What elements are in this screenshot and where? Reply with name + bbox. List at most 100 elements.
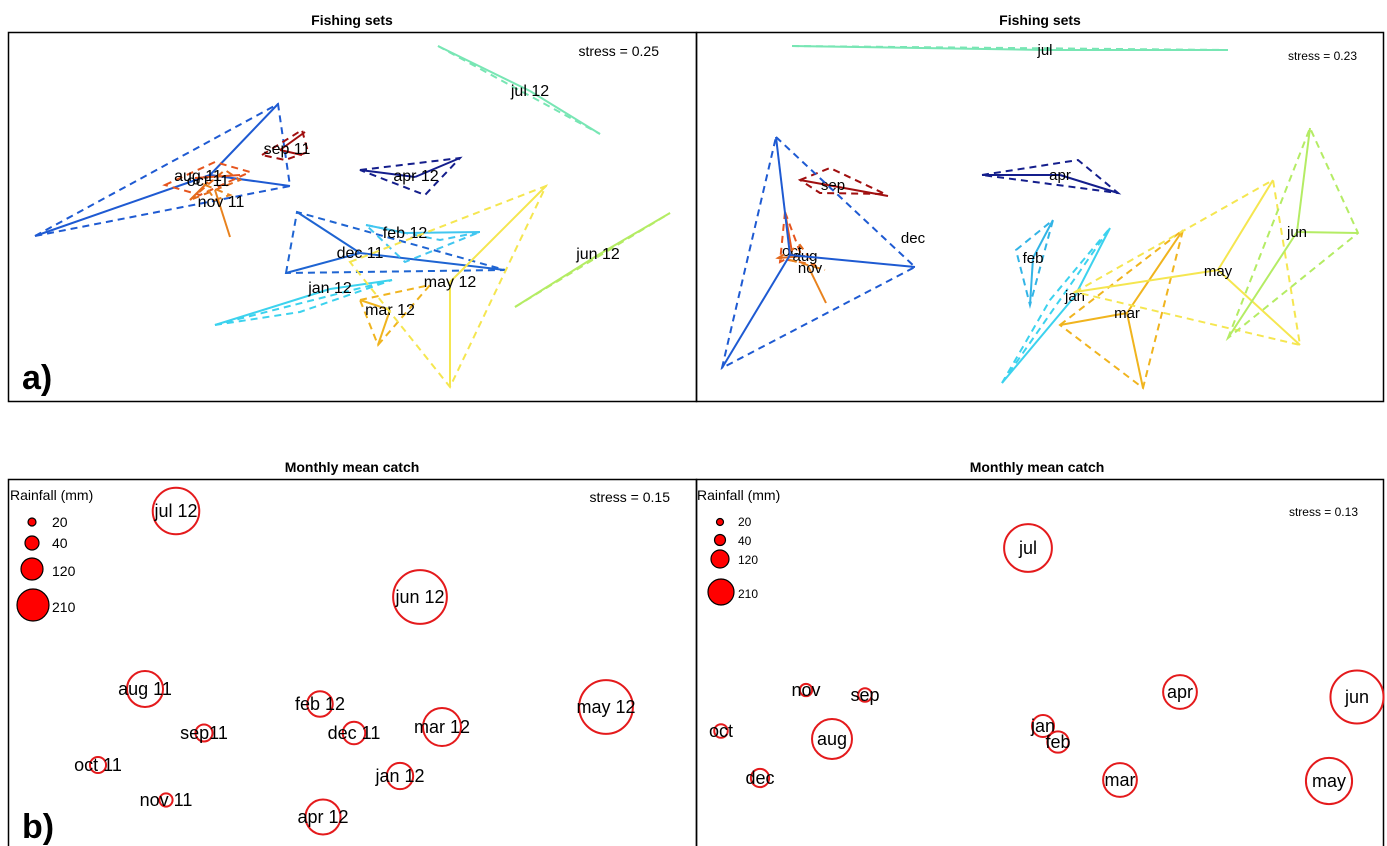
group-label-nov: nov (798, 260, 823, 277)
bubble-circle-feb (1046, 730, 1070, 754)
bubble-may-12: may 12 (576, 679, 636, 735)
bubble-circle-jul-12 (151, 486, 201, 536)
spoke-jul-12-0 (437, 45, 531, 92)
spoke-apr-1 (1059, 174, 1119, 194)
panel-b-left-stress: stress = 0.15 (589, 489, 670, 505)
group-apr-12: apr 12 (359, 156, 463, 197)
bubble-label-sep: sep (850, 685, 879, 705)
panel-a-left-stress: stress = 0.25 (578, 43, 659, 59)
hull-apr (981, 158, 1122, 195)
bubble-label-apr-12: apr 12 (297, 807, 348, 827)
panel-b-right-title: Monthly mean catch (970, 459, 1105, 475)
bubble-apr-12: apr 12 (297, 798, 349, 836)
group-jul-12: jul 12 (437, 45, 601, 135)
panel-a-left-frame (7, 31, 698, 403)
group-label-feb-12: feb 12 (383, 225, 428, 242)
bubble-oct: oct (709, 721, 733, 741)
panel-b-right-frame (695, 478, 1385, 846)
spoke-dec-2 (721, 254, 791, 369)
bubble-circle-oct-11 (88, 755, 108, 775)
spoke-dec-11-1 (296, 211, 361, 254)
group-jul: jul (791, 42, 1229, 59)
hull-mar-12 (358, 283, 433, 347)
group-label-dec: dec (901, 230, 926, 247)
rainfall-legend-left: Rainfall (mm) 20 40 120 210 (10, 487, 93, 622)
bubble-label-may: may (1312, 771, 1346, 791)
hull-jan (1001, 227, 1111, 384)
spoke-jun-12-0 (514, 254, 599, 308)
bubble-aug-11: aug 11 (118, 669, 172, 709)
group-jan: jan (1001, 227, 1111, 384)
group-label-sep-11: sep 11 (264, 141, 311, 158)
group-mar-12: mar 12 (358, 283, 433, 347)
hull-jun (1225, 125, 1360, 342)
bubble-circle-oct (713, 723, 729, 739)
hull-feb-12 (362, 223, 481, 264)
bubble-nov: nov (791, 680, 820, 700)
bubble-circle-dec-11 (341, 720, 367, 746)
panel-b-left-title: Monthly mean catch (285, 459, 420, 475)
hull-may (1072, 178, 1302, 347)
bubble-jun: jun (1329, 669, 1385, 725)
bubble-circle-apr-12 (304, 798, 342, 836)
bubble-circle-jul (1003, 523, 1053, 573)
spoke-feb-12-0 (404, 231, 481, 234)
bubble-circle-may-12 (578, 679, 634, 735)
spoke-mar-2 (1126, 312, 1144, 389)
panel-a-right-title: Fishing sets (999, 12, 1081, 28)
bubble-circle-may (1304, 756, 1354, 806)
group-label-may-12: may 12 (424, 274, 477, 291)
spoke-jan-0 (1001, 295, 1076, 384)
legend-swatch-40 (24, 535, 40, 551)
bubble-aug: aug (811, 718, 853, 760)
group-label-mar: mar (1114, 305, 1140, 322)
legend-label-40: 40 (738, 534, 752, 548)
bubble-label-mar: mar (1105, 770, 1136, 790)
bubble-label-apr: apr (1167, 682, 1193, 702)
panel-a-right-frame (695, 31, 1385, 403)
spoke-jun-2 (1296, 231, 1359, 234)
bubble-circle-mar-12 (422, 707, 462, 747)
group-label-jun-12: jun 12 (575, 246, 620, 263)
panel-tag-a: a) (22, 359, 52, 397)
bubble-label-mar-12: mar 12 (414, 717, 470, 737)
group-label-feb: feb (1023, 250, 1044, 267)
group-label-dec-11: dec 11 (337, 245, 384, 262)
group-label-jun: jun (1286, 224, 1307, 241)
group-dec-11: dec 11 (284, 210, 506, 275)
group-label-aug-11: aug 11 (174, 168, 222, 185)
group-label-sep: sep (821, 177, 845, 194)
hull-mar (1058, 227, 1185, 390)
legend-label-210: 210 (52, 599, 76, 615)
panel-tag-b: b) (22, 808, 54, 846)
spoke-jan-1 (1074, 227, 1111, 297)
bubble-label-aug-11: aug 11 (118, 679, 172, 699)
group-dec: dec (720, 135, 926, 370)
legend-swatch-120 (710, 549, 730, 569)
panel-b-left-frame (7, 478, 698, 846)
bubble-apr: apr (1162, 674, 1198, 710)
group-mar: mar (1058, 227, 1185, 390)
bubble-label-jan-12: jan 12 (374, 766, 424, 786)
spoke-nov-0 (807, 265, 827, 304)
bubble-feb: feb (1045, 730, 1071, 754)
rainfall-legend-right: Rainfall (mm) 20 40 120 210 (697, 487, 780, 606)
legend-label-20: 20 (738, 515, 752, 529)
bubble-label-jun-12: jun 12 (394, 587, 444, 607)
legend-swatch-20 (27, 517, 37, 527)
legend-swatch-20 (715, 517, 725, 527)
legend-label-210: 210 (738, 587, 758, 601)
spoke-feb-0 (1029, 257, 1034, 306)
group-label-may: may (1204, 263, 1233, 280)
hull-cluster (34, 102, 292, 237)
spoke-sep-11-0 (279, 131, 306, 151)
panel-a-left-title: Fishing sets (311, 12, 393, 28)
spoke-sep-11-1 (279, 149, 303, 156)
bubble-circle-jun (1329, 669, 1385, 725)
group-label-nov-11: nov 11 (198, 194, 245, 211)
spoke-may-2 (1217, 269, 1301, 346)
bubble-jan: jan (1030, 713, 1056, 739)
spoke-cluster-0 (34, 174, 211, 237)
